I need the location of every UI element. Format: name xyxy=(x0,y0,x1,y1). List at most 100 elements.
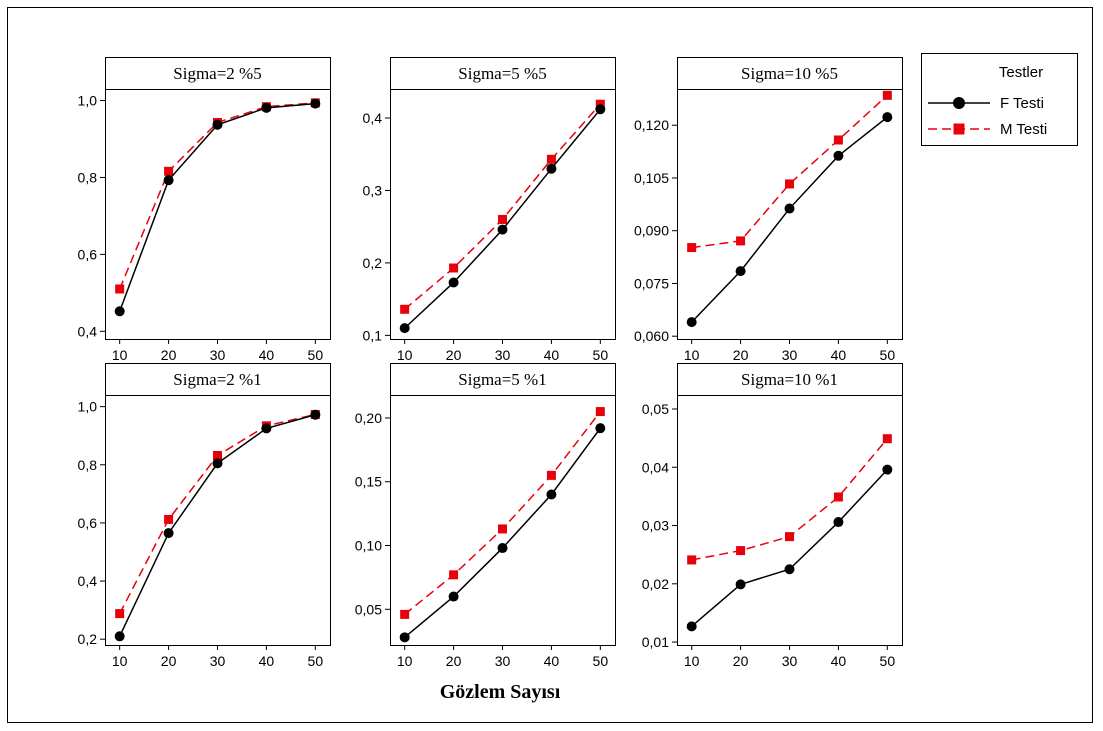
data-point-f-testi xyxy=(833,150,844,161)
data-point-f-testi xyxy=(163,175,174,186)
data-point-m-testi xyxy=(882,90,892,100)
panel-title: Sigma=5 %1 xyxy=(458,370,546,389)
y-tick-label: 0,10 xyxy=(355,538,382,554)
y-tick-label: 0,4 xyxy=(363,110,383,126)
data-point-m-testi xyxy=(400,609,410,619)
y-tick-label: 0,2 xyxy=(363,255,383,271)
x-tick-label: 10 xyxy=(112,347,128,363)
data-point-f-testi xyxy=(399,323,410,334)
data-point-m-testi xyxy=(115,284,125,294)
x-tick-label: 10 xyxy=(112,653,128,669)
x-tick-label: 50 xyxy=(593,347,609,363)
data-point-f-testi xyxy=(735,266,746,277)
data-point-f-testi xyxy=(399,632,410,643)
data-point-m-testi xyxy=(736,546,746,556)
panel-title-box xyxy=(105,57,331,90)
x-tick-label: 10 xyxy=(397,653,413,669)
data-point-m-testi xyxy=(785,532,794,542)
x-tick-label: 20 xyxy=(446,347,462,363)
data-point-f-testi xyxy=(546,489,557,500)
series-line-m-testi xyxy=(691,94,888,249)
panel-title-box xyxy=(105,363,331,396)
legend-marker-circle xyxy=(953,97,965,109)
y-tick-label: 0,4 xyxy=(78,323,98,339)
y-tick-label: 1,0 xyxy=(78,93,98,109)
y-tick-label: 0,3 xyxy=(363,182,383,198)
data-point-f-testi xyxy=(595,104,606,115)
data-point-f-testi xyxy=(212,458,223,469)
x-tick-label: 10 xyxy=(397,347,413,363)
data-point-f-testi xyxy=(310,409,321,420)
y-tick-label: 0,04 xyxy=(642,459,669,475)
data-point-f-testi xyxy=(833,517,844,528)
y-tick-label: 0,060 xyxy=(634,328,669,344)
data-point-m-testi xyxy=(833,492,843,502)
plot-area xyxy=(677,395,903,646)
panel-title-box xyxy=(677,363,903,396)
data-point-f-testi xyxy=(595,423,606,434)
x-tick-label: 20 xyxy=(161,347,177,363)
plot-area xyxy=(390,395,616,646)
data-point-f-testi xyxy=(686,317,697,328)
data-point-m-testi xyxy=(595,407,605,417)
x-tick-label: 30 xyxy=(210,653,226,669)
panel-title: Sigma=5 %5 xyxy=(458,64,546,83)
data-point-m-testi xyxy=(687,243,697,253)
data-point-m-testi xyxy=(546,154,556,164)
data-point-m-testi xyxy=(449,570,459,580)
y-tick-label: 0,120 xyxy=(634,117,669,133)
panel-5: Sigma=5 %1 0,05 0,10 0,15 0,20 10 20 30 40 50 xyxy=(355,363,616,669)
legend-title: Testler xyxy=(999,64,1043,81)
data-point-m-testi xyxy=(785,179,794,189)
x-tick-label: 20 xyxy=(733,347,749,363)
y-tick-label: 0,15 xyxy=(355,474,382,490)
data-point-f-testi xyxy=(261,423,272,434)
x-tick-label: 20 xyxy=(733,653,749,669)
y-tick-label: 0,075 xyxy=(634,275,669,291)
data-point-f-testi xyxy=(310,98,321,109)
plot-area xyxy=(105,89,331,340)
data-point-m-testi xyxy=(498,214,507,224)
data-point-f-testi xyxy=(448,277,459,288)
x-tick-label: 30 xyxy=(782,653,798,669)
plot-area xyxy=(390,89,616,340)
y-tick-label: 0,8 xyxy=(78,169,98,185)
y-tick-label: 0,6 xyxy=(78,515,98,531)
data-point-m-testi xyxy=(882,434,892,444)
legend-entry-label: F Testi xyxy=(1000,95,1044,112)
y-tick-label: 0,4 xyxy=(78,573,98,589)
data-point-m-testi xyxy=(546,470,556,480)
plot-area xyxy=(105,395,331,646)
x-tick-label: 30 xyxy=(210,347,226,363)
x-tick-label: 40 xyxy=(544,347,560,363)
data-point-f-testi xyxy=(114,631,125,642)
panels-group: Sigma=2 %5 0,4 0,6 0,8 1,0 10 20 30 40 50 Sigma=5 … xyxy=(78,57,903,669)
data-point-m-testi xyxy=(164,166,174,176)
panel-1: Sigma=2 %5 0,4 0,6 0,8 1,0 10 20 30 40 50 xyxy=(78,57,331,363)
x-tick-label: 20 xyxy=(161,653,177,669)
data-point-m-testi xyxy=(213,450,222,460)
data-point-m-testi xyxy=(115,609,125,619)
panel-title-box xyxy=(390,363,616,396)
x-tick-label: 30 xyxy=(495,347,511,363)
panel-title: Sigma=2 %5 xyxy=(173,64,261,83)
panel-2: Sigma=5 %5 0,1 0,2 0,3 0,4 10 20 30 40 50 xyxy=(363,57,616,363)
y-tick-label: 0,20 xyxy=(355,410,382,426)
y-tick-label: 0,090 xyxy=(634,223,669,239)
y-tick-label: 0,8 xyxy=(78,457,98,473)
legend-marker-square xyxy=(953,123,965,135)
legend-entry-label: M Testi xyxy=(1000,121,1047,138)
data-point-f-testi xyxy=(686,621,697,632)
data-point-f-testi xyxy=(735,579,746,590)
data-point-f-testi xyxy=(497,543,508,554)
y-tick-label: 0,01 xyxy=(642,634,669,650)
x-tick-label: 40 xyxy=(544,653,560,669)
y-tick-label: 1,0 xyxy=(78,399,98,415)
x-tick-label: 10 xyxy=(684,347,700,363)
x-tick-label: 30 xyxy=(495,653,511,669)
panel-4: Sigma=2 %1 0,2 0,4 0,6 0,8 1,0 10 20 30 40 50 xyxy=(78,363,331,669)
legend: Testler F Testi M Testi xyxy=(921,53,1078,146)
x-tick-label: 30 xyxy=(782,347,798,363)
x-tick-label: 40 xyxy=(831,347,847,363)
x-tick-label: 50 xyxy=(593,653,609,669)
